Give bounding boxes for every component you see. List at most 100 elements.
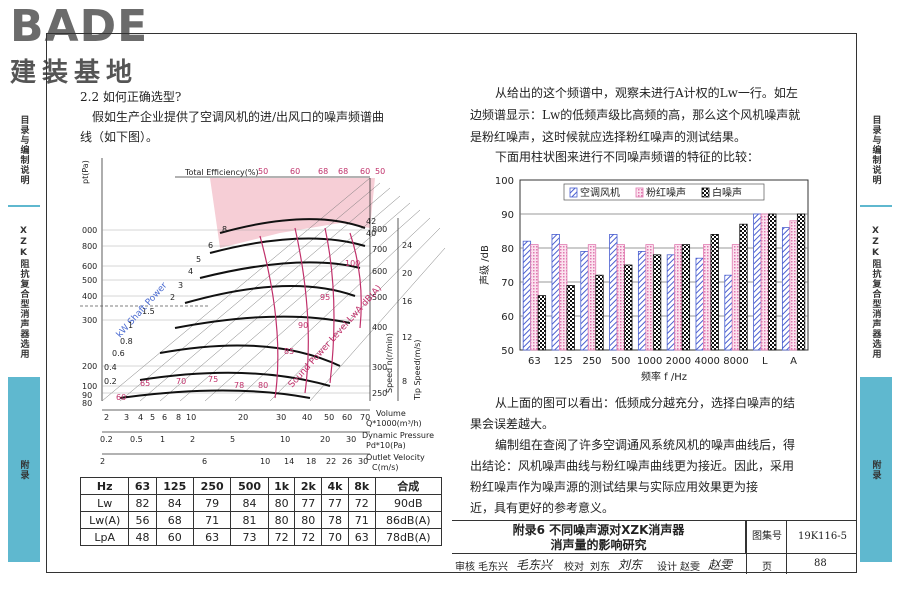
right-para-4-line-3: 粉红噪声作为噪声源的测试结果与实际应用效果更为接 xyxy=(470,480,759,494)
dyn-tick: 5 xyxy=(230,435,235,444)
x-axis-label: 频率 f /Hz xyxy=(641,370,687,383)
table-cell: 73 xyxy=(230,528,269,546)
bar xyxy=(530,244,539,351)
volume-tick: 30 xyxy=(276,413,286,422)
y-tick-label: 70 xyxy=(501,278,514,289)
left-tick: 400 xyxy=(82,292,97,301)
title-block-signature-row: 审核 毛东兴 毛东兴 校对 刘东 刘东 设计 赵雯 赵雯 页 88 xyxy=(452,553,857,575)
right-top-tick: 42 xyxy=(366,217,376,226)
y-tick-label: 60 xyxy=(501,312,514,323)
volume-tick: 2 xyxy=(104,413,109,422)
table-cell: 70 xyxy=(321,528,349,546)
table-cell: 80 xyxy=(267,511,296,529)
bar xyxy=(616,244,625,351)
x-tick-label: 500 xyxy=(611,356,630,367)
efficiency-region xyxy=(210,178,375,248)
right-para-1-line-2: 边频谱显示：Lw的低频声级比高频的高，那么这个风机噪声就 xyxy=(470,108,801,122)
power-label: 6 xyxy=(208,241,213,250)
left-tab-xzk[interactable]: XZK阻抗复合型消声器选用 xyxy=(18,225,29,359)
volume-tick: 6 xyxy=(162,413,167,422)
table-row: LpA 48 60 63 73 72 72 70 63 78dB(A) xyxy=(79,528,443,546)
bar xyxy=(559,244,568,351)
bar xyxy=(710,234,719,351)
outlet-tick: 26 xyxy=(342,457,352,466)
table-cell: 合成 xyxy=(374,477,443,495)
legend-box xyxy=(563,183,765,201)
table-cell: 63 xyxy=(192,528,232,546)
bar xyxy=(645,244,654,351)
top-tick: 50 xyxy=(375,167,385,176)
legend-entry: 白噪声 xyxy=(712,186,742,199)
dyn-tick: 2 xyxy=(190,435,195,444)
bar xyxy=(652,254,662,351)
efficiency-mark: 100 xyxy=(345,259,360,268)
top-efficiency-label: Total Efficiency(%) xyxy=(184,168,259,177)
right-para-2-line-1: 下面用柱状图来进行不同噪声频谱的特征的比较： xyxy=(495,150,760,164)
right-tab-contents[interactable]: 目录与编制说明 xyxy=(870,115,881,185)
power-label: 5 xyxy=(196,255,201,264)
bar xyxy=(666,254,676,351)
left-tab-appendix[interactable]: 附录 xyxy=(8,377,40,562)
left-tick: 90 xyxy=(82,391,92,400)
left-tab-contents[interactable]: 目录与编制说明 xyxy=(18,115,29,185)
outlet-tick: 30 xyxy=(358,457,368,466)
right-speed-tick: 8 xyxy=(402,377,407,386)
dyn-tick: 10 xyxy=(280,435,290,444)
right-pressure-tick: 300 xyxy=(372,363,387,372)
left-tick: 600 xyxy=(82,262,97,271)
table-cell: 63 xyxy=(347,528,376,546)
bar xyxy=(522,240,532,351)
top-tick: 60 xyxy=(360,167,370,176)
sound-power-label: Sound Power Level LwA dB(A) xyxy=(287,283,384,390)
y-tick-label: 80 xyxy=(501,244,514,255)
check-label: 校对 xyxy=(564,562,584,573)
bar xyxy=(753,213,762,351)
bar xyxy=(789,220,798,351)
right-tab-xzk[interactable]: XZK阻抗复合型消声器选用 xyxy=(870,225,881,359)
table-cell: 48 xyxy=(128,528,157,546)
power-label: 2 xyxy=(170,293,175,302)
x-tick-label: 2000 xyxy=(666,356,691,367)
efficiency-mark: 80 xyxy=(258,381,268,390)
outlet-tick: 6 xyxy=(202,457,207,466)
legend-entry: 粉红噪声 xyxy=(646,186,686,199)
volume-tick: 50 xyxy=(324,413,334,422)
table-cell: 1k xyxy=(267,477,296,495)
table-row-label: LpA xyxy=(79,528,130,546)
bar xyxy=(537,295,547,351)
top-tick: 68 xyxy=(338,167,348,176)
table-cell: 78 xyxy=(321,511,349,529)
checker-name: 刘东 xyxy=(590,562,610,573)
x-tick-label: 1000 xyxy=(637,356,662,367)
power-label: 0.6 xyxy=(112,349,125,358)
outlet-unit: C(m/s) xyxy=(372,463,398,472)
title-block-title: 附录6 不同噪声源对XZK消声器 消声量的影响研究 xyxy=(452,521,746,553)
volume-unit: Q*1000(m³/h) xyxy=(366,419,422,428)
bar xyxy=(681,244,691,351)
right-pressure-tick: 400 xyxy=(372,323,387,332)
right-tab-appendix[interactable]: 附录 xyxy=(860,377,892,562)
bar xyxy=(609,234,618,351)
title-block: 附录6 不同噪声源对XZK消声器 消声量的影响研究 图集号 19K116-5 审… xyxy=(452,520,857,574)
volume-tick: 5 xyxy=(150,413,155,422)
bar xyxy=(703,244,712,351)
logo-subtitle: 建装基地 xyxy=(10,58,139,88)
table-cell: 500 xyxy=(230,477,269,495)
table-cell: 79 xyxy=(192,494,232,512)
table-cell: 72 xyxy=(294,528,323,546)
legend-swatch xyxy=(569,187,578,198)
right-speed-tick: 20 xyxy=(402,269,412,278)
table-cell: 4k xyxy=(321,477,349,495)
noise-spectrum-table: Hz 63 125 250 500 1k 2k 4k 8k 合成 Lw 82 84 79 84 80 77 77 7… xyxy=(79,477,443,546)
intro-line-1: 假如生产企业提供了空调风机的进/出风口的噪声频谱曲 xyxy=(92,110,385,124)
table-cell: 82 xyxy=(128,494,157,512)
design-label: 设计 xyxy=(657,562,677,573)
x-tick-label: 125 xyxy=(554,356,573,367)
table-row: Lw 82 84 79 84 80 77 77 72 90dB xyxy=(79,494,443,512)
table-cell: 78dB(A) xyxy=(374,528,443,546)
designer-name: 赵雯 xyxy=(680,562,700,573)
efficiency-mark: 75 xyxy=(208,375,218,384)
right-pressure-tick: 600 xyxy=(372,267,387,276)
bar xyxy=(587,244,597,351)
dyn-tick: 1 xyxy=(160,435,165,444)
